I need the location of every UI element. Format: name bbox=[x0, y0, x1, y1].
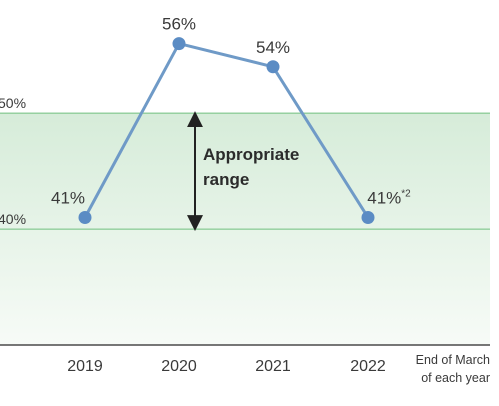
data-label-2022: 41%*2 bbox=[367, 188, 411, 207]
data-point-2020 bbox=[172, 37, 186, 51]
footnote-marker: *2 bbox=[401, 188, 411, 199]
x-axis-note-line1: End of March bbox=[416, 353, 490, 367]
range-label-line1: Appropriate bbox=[203, 145, 299, 164]
x-tick-2021: 2021 bbox=[255, 358, 291, 375]
range-label-line2: range bbox=[203, 170, 249, 189]
x-tick-2020: 2020 bbox=[161, 358, 197, 375]
data-label-2021: 54% bbox=[256, 38, 290, 57]
data-point-2019 bbox=[78, 210, 92, 224]
x-tick-2022: 2022 bbox=[350, 358, 386, 375]
x-tick-2019: 2019 bbox=[67, 358, 103, 375]
data-label-2020: 56% bbox=[162, 15, 196, 34]
data-label-2019: 41% bbox=[51, 188, 85, 207]
data-point-2021 bbox=[266, 60, 280, 74]
x-axis-note-line2: of each year bbox=[421, 371, 490, 385]
y-tick-50: 50% bbox=[0, 95, 26, 111]
data-point-2022 bbox=[361, 210, 375, 224]
y-tick-40: 40% bbox=[0, 211, 26, 227]
series-line bbox=[83, 42, 370, 219]
